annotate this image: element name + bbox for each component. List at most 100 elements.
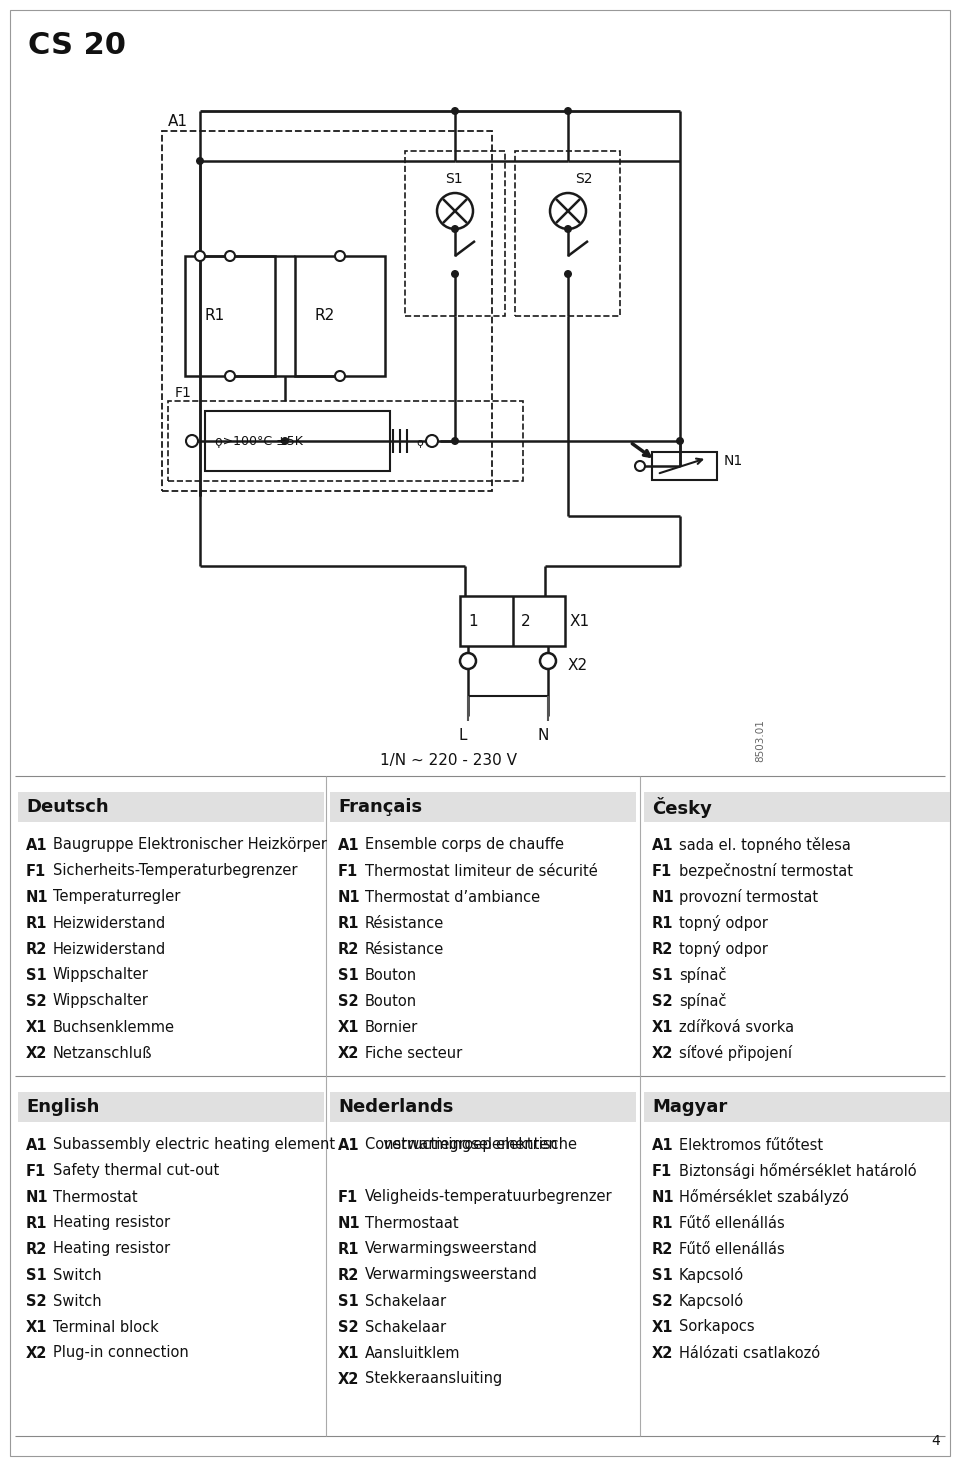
Text: Terminal block: Terminal block (53, 1319, 158, 1334)
Text: X1: X1 (26, 1019, 47, 1035)
Text: S1: S1 (338, 968, 359, 982)
Circle shape (564, 107, 572, 114)
Circle shape (451, 270, 459, 279)
Text: S1: S1 (445, 172, 463, 186)
Text: X1: X1 (570, 613, 590, 629)
Circle shape (635, 460, 645, 471)
Text: Temperaturregler: Temperaturregler (53, 890, 180, 905)
Text: R1: R1 (205, 308, 226, 324)
Circle shape (564, 270, 572, 279)
Text: R2: R2 (315, 308, 335, 324)
Bar (330, 1092, 636, 1121)
Text: X1: X1 (338, 1346, 359, 1360)
Text: R2: R2 (26, 941, 47, 956)
Bar (652, 452, 717, 479)
Circle shape (225, 371, 235, 381)
Text: X1: X1 (652, 1019, 674, 1035)
Text: X2: X2 (568, 658, 588, 673)
Text: N1: N1 (338, 1215, 361, 1230)
Text: topný odpor: topný odpor (679, 941, 768, 957)
Text: F1: F1 (338, 863, 358, 878)
Text: N1: N1 (724, 454, 743, 468)
Circle shape (460, 652, 476, 668)
Bar (644, 792, 950, 822)
Text: Stekkeraansluiting: Stekkeraansluiting (365, 1372, 502, 1387)
Text: S2: S2 (575, 172, 592, 186)
Text: R2: R2 (652, 941, 673, 956)
Text: F1: F1 (26, 863, 46, 878)
Text: R1: R1 (652, 915, 674, 931)
Text: S2: S2 (652, 1293, 673, 1309)
Text: R1: R1 (652, 1215, 674, 1230)
Bar (162, 130, 492, 491)
Text: A1: A1 (338, 1138, 360, 1152)
Text: Plug-in connection: Plug-in connection (53, 1346, 189, 1360)
Circle shape (225, 251, 235, 261)
Text: Résistance: Résistance (365, 941, 444, 956)
Text: Thermostaat: Thermostaat (365, 1215, 459, 1230)
Text: S1: S1 (652, 1268, 673, 1283)
Text: N1: N1 (338, 890, 361, 905)
Text: X1: X1 (338, 1019, 359, 1035)
Text: X1: X1 (26, 1319, 47, 1334)
Circle shape (195, 251, 205, 261)
Text: 1: 1 (468, 613, 478, 629)
Text: Ensemble corps de chauffe: Ensemble corps de chauffe (365, 837, 564, 853)
Text: 4: 4 (931, 1434, 940, 1448)
Text: Fiche secteur: Fiche secteur (365, 1045, 463, 1060)
Text: X2: X2 (652, 1045, 673, 1060)
Text: X1: X1 (652, 1319, 674, 1334)
Text: provozní termostat: provozní termostat (679, 888, 818, 905)
Text: A1: A1 (168, 113, 188, 129)
Text: Thermostat limiteur de sécurité: Thermostat limiteur de sécurité (365, 863, 598, 878)
Text: Kapcsoló: Kapcsoló (679, 1293, 744, 1309)
Text: síťové připojení: síťové připojení (679, 1045, 792, 1061)
Text: 1/N ~ 220 - 230 V: 1/N ~ 220 - 230 V (380, 754, 517, 768)
Circle shape (281, 437, 289, 446)
Text: Safety thermal cut-out: Safety thermal cut-out (53, 1164, 219, 1179)
Text: Hálózati csatlakozó: Hálózati csatlakozó (679, 1346, 820, 1360)
Text: R2: R2 (26, 1242, 47, 1256)
Text: Magyar: Magyar (652, 1098, 728, 1116)
Bar (330, 792, 636, 822)
Circle shape (437, 194, 473, 229)
Bar (295, 257, 385, 375)
Text: spínač: spínač (679, 992, 727, 1009)
Text: ϙ>100°C ±5K: ϙ>100°C ±5K (215, 434, 302, 447)
Text: S2: S2 (652, 994, 673, 1009)
Bar (460, 597, 565, 647)
Text: ϙ: ϙ (416, 438, 422, 449)
Text: N1: N1 (652, 1189, 675, 1205)
Text: X2: X2 (652, 1346, 673, 1360)
Text: X2: X2 (338, 1045, 359, 1060)
Text: S2: S2 (338, 994, 359, 1009)
Text: Switch: Switch (53, 1293, 102, 1309)
Text: Subassembly electric heating element: Subassembly electric heating element (53, 1138, 335, 1152)
Circle shape (451, 107, 459, 114)
Text: Verwarmingsweerstand: Verwarmingsweerstand (365, 1242, 538, 1256)
Text: bezpečnostní termostat: bezpečnostní termostat (679, 863, 853, 880)
Circle shape (196, 157, 204, 166)
Text: Nederlands: Nederlands (338, 1098, 453, 1116)
Text: N1: N1 (26, 890, 49, 905)
Text: Aansluitklem: Aansluitklem (365, 1346, 461, 1360)
Text: N: N (538, 729, 549, 743)
Text: F1: F1 (175, 386, 192, 400)
Text: A1: A1 (338, 837, 360, 853)
Circle shape (335, 251, 345, 261)
Bar (185, 257, 275, 375)
Text: N1: N1 (26, 1189, 49, 1205)
Text: S1: S1 (26, 1268, 47, 1283)
Text: N1: N1 (652, 890, 675, 905)
Text: sada el. topného tělesa: sada el. topného tělesa (679, 837, 851, 853)
Circle shape (451, 224, 459, 233)
Text: Deutsch: Deutsch (26, 798, 108, 817)
Text: R2: R2 (338, 1268, 359, 1283)
Bar (18, 792, 324, 822)
Bar (205, 410, 390, 471)
Bar (515, 151, 620, 317)
Text: F1: F1 (26, 1164, 46, 1179)
Text: F1: F1 (338, 1189, 358, 1205)
Text: Buchsenklemme: Buchsenklemme (53, 1019, 175, 1035)
Text: Veligheids-temperatuurbegrenzer: Veligheids-temperatuurbegrenzer (365, 1189, 612, 1205)
